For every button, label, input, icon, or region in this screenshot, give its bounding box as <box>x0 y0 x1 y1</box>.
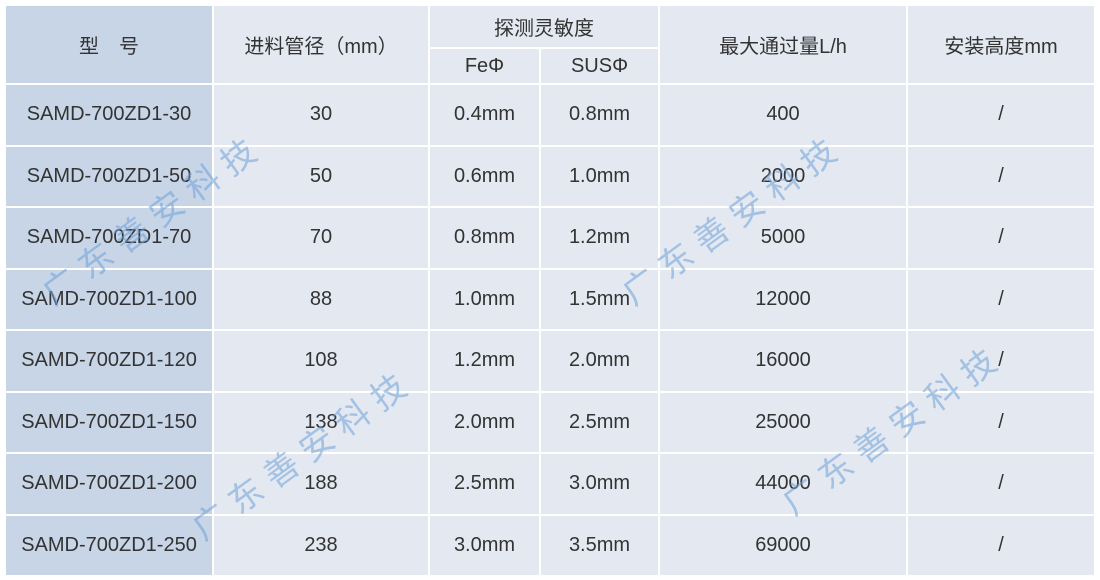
table-row: SAMD-700ZD1-50 50 0.6mm 1.0mm 2000/ <box>6 146 1094 206</box>
table-row: SAMD-700ZD1-70 70 0.8mm 1.2mm 5000/ <box>6 208 1094 268</box>
table-row: SAMD-700ZD1-150 138 2.0mm 2.5mm 25000/ <box>6 392 1094 452</box>
header-model: 型 号 <box>6 6 212 83</box>
cell-flow: 2000 <box>660 146 906 206</box>
cell-height: / <box>908 146 1094 206</box>
cell-diameter: 70 <box>214 208 428 268</box>
cell-height: / <box>908 392 1094 452</box>
cell-height: / <box>908 454 1094 514</box>
cell-model: SAMD-700ZD1-100 <box>6 269 212 329</box>
cell-fe: 0.8mm <box>430 208 539 268</box>
cell-fe: 1.2mm <box>430 331 539 391</box>
header-inlet-diameter: 进料管径（mm） <box>214 6 428 83</box>
cell-model: SAMD-700ZD1-120 <box>6 331 212 391</box>
table-row: SAMD-700ZD1-200 188 2.5mm 3.0mm 44000/ <box>6 454 1094 514</box>
cell-diameter: 108 <box>214 331 428 391</box>
cell-diameter: 238 <box>214 515 428 575</box>
cell-sus: 2.0mm <box>541 331 658 391</box>
cell-fe: 0.4mm <box>430 85 539 145</box>
cell-diameter: 50 <box>214 146 428 206</box>
cell-height: / <box>908 269 1094 329</box>
cell-model: SAMD-700ZD1-30 <box>6 85 212 145</box>
cell-diameter: 30 <box>214 85 428 145</box>
cell-fe: 1.0mm <box>430 269 539 329</box>
cell-diameter: 188 <box>214 454 428 514</box>
cell-height: / <box>908 208 1094 268</box>
cell-flow: 5000 <box>660 208 906 268</box>
header-sensitivity: 探测灵敏度 <box>430 6 658 47</box>
header-max-flow: 最大通过量L/h <box>660 6 906 83</box>
cell-sus: 3.0mm <box>541 454 658 514</box>
spec-table: 型 号 进料管径（mm） 探测灵敏度 最大通过量L/h 安装高度mm FeΦ S… <box>4 4 1096 577</box>
cell-height: / <box>908 515 1094 575</box>
table-row: SAMD-700ZD1-30 30 0.4mm 0.8mm 400/ <box>6 85 1094 145</box>
cell-sus: 3.5mm <box>541 515 658 575</box>
cell-fe: 2.0mm <box>430 392 539 452</box>
cell-fe: 3.0mm <box>430 515 539 575</box>
cell-flow: 16000 <box>660 331 906 391</box>
cell-diameter: 88 <box>214 269 428 329</box>
cell-flow: 69000 <box>660 515 906 575</box>
cell-fe: 0.6mm <box>430 146 539 206</box>
cell-height: / <box>908 331 1094 391</box>
cell-fe: 2.5mm <box>430 454 539 514</box>
cell-flow: 44000 <box>660 454 906 514</box>
table-row: SAMD-700ZD1-100 88 1.0mm 1.5mm 12000/ <box>6 269 1094 329</box>
cell-sus: 2.5mm <box>541 392 658 452</box>
cell-model: SAMD-700ZD1-200 <box>6 454 212 514</box>
cell-flow: 12000 <box>660 269 906 329</box>
cell-flow: 25000 <box>660 392 906 452</box>
cell-sus: 1.0mm <box>541 146 658 206</box>
header-fe: FeΦ <box>430 49 539 83</box>
table-row: SAMD-700ZD1-120 108 1.2mm 2.0mm 16000/ <box>6 331 1094 391</box>
table-row: SAMD-700ZD1-250 238 3.0mm 3.5mm 69000/ <box>6 515 1094 575</box>
header-install-height: 安装高度mm <box>908 6 1094 83</box>
cell-model: SAMD-700ZD1-70 <box>6 208 212 268</box>
cell-model: SAMD-700ZD1-150 <box>6 392 212 452</box>
cell-diameter: 138 <box>214 392 428 452</box>
cell-height: / <box>908 85 1094 145</box>
cell-flow: 400 <box>660 85 906 145</box>
cell-sus: 1.5mm <box>541 269 658 329</box>
cell-model: SAMD-700ZD1-50 <box>6 146 212 206</box>
header-sus: SUSΦ <box>541 49 658 83</box>
cell-sus: 1.2mm <box>541 208 658 268</box>
cell-model: SAMD-700ZD1-250 <box>6 515 212 575</box>
cell-sus: 0.8mm <box>541 85 658 145</box>
